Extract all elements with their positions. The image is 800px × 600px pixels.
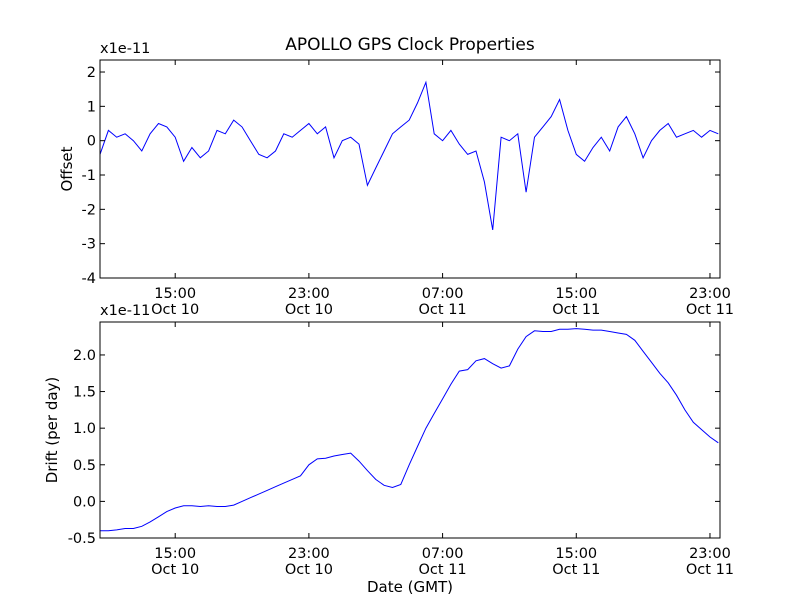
drift-xtick-time-label: 23:00	[689, 546, 731, 562]
offset-xtick-date-label: Oct 11	[419, 302, 467, 318]
offset-ytick-label: -3	[82, 237, 96, 253]
offset-ytick-label: -4	[82, 271, 96, 287]
offset-ytick-label: -2	[82, 202, 96, 218]
offset-xtick-time-label: 15:00	[555, 286, 597, 302]
drift-ytick-label: 1.5	[73, 385, 96, 401]
drift-xtick-date-label: Oct 11	[419, 562, 467, 578]
offset-ytick-label: 2	[87, 65, 96, 81]
offset-ytick-label: 1	[87, 99, 96, 115]
offset-ytick-label: 0	[87, 134, 96, 150]
offset-xtick-date-label: Oct 10	[151, 302, 199, 318]
offset-xtick-time-label: 23:00	[689, 286, 731, 302]
offset-y-axis-label: Offset	[58, 146, 76, 191]
offset-xtick-time-label: 07:00	[422, 286, 464, 302]
drift-xtick-time-label: 15:00	[154, 546, 196, 562]
drift-xtick-time-label: 07:00	[422, 546, 464, 562]
offset-chart-title: APOLLO GPS Clock Properties	[285, 35, 535, 55]
drift-series-line	[100, 328, 719, 532]
drift-axes-frame	[99, 321, 721, 539]
offset-xtick-date-label: Oct 10	[285, 302, 333, 318]
drift-xtick-time-label: 23:00	[288, 546, 330, 562]
drift-ytick-label: 1.0	[73, 421, 96, 437]
drift-xtick-time-label: 15:00	[555, 546, 597, 562]
drift-plot-area	[100, 322, 720, 538]
drift-scale-label: x1e-11	[100, 303, 150, 319]
drift-x-axis-label: Date (GMT)	[367, 578, 453, 596]
offset-xtick-time-label: 23:00	[288, 286, 330, 302]
offset-scale-label: x1e-11	[100, 41, 150, 57]
drift-y-axis-label: Drift (per day)	[43, 377, 61, 484]
offset-plot-area	[100, 60, 720, 278]
drift-xtick-date-label: Oct 10	[285, 562, 333, 578]
offset-axes-frame	[99, 59, 721, 279]
drift-xtick-date-label: Oct 11	[552, 562, 600, 578]
offset-xtick-date-label: Oct 11	[686, 302, 734, 318]
drift-ytick-label: -0.5	[68, 531, 96, 547]
drift-ytick-label: 0.0	[73, 494, 96, 510]
drift-ytick-label: 0.5	[73, 458, 96, 474]
drift-xtick-date-label: Oct 11	[686, 562, 734, 578]
offset-ytick-label: -1	[82, 168, 96, 184]
offset-xtick-date-label: Oct 11	[552, 302, 600, 318]
drift-ytick-label: 2.0	[73, 348, 96, 364]
drift-xtick-date-label: Oct 10	[151, 562, 199, 578]
offset-xtick-time-label: 15:00	[154, 286, 196, 302]
offset-series-line	[99, 80, 719, 230]
